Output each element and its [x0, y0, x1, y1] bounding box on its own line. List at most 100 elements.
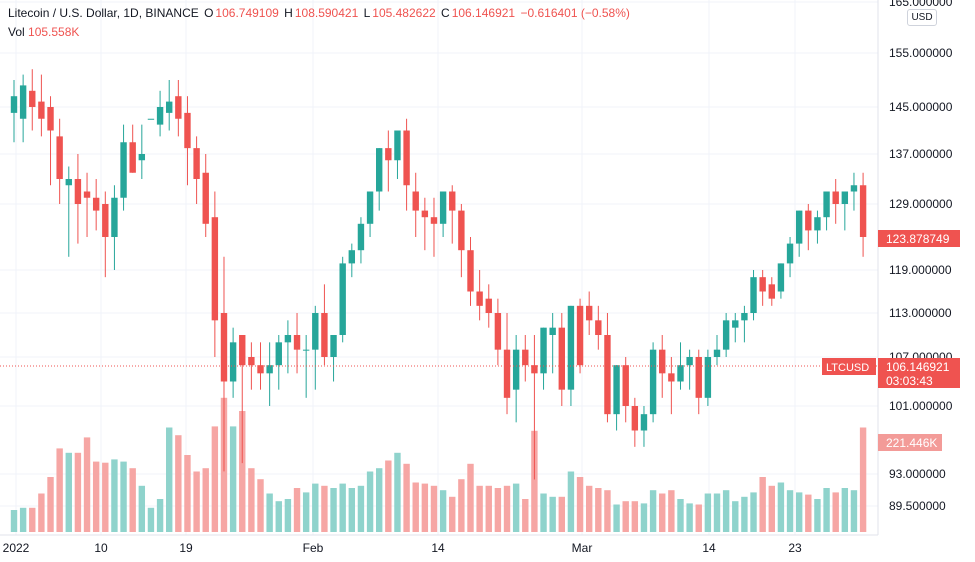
- low-label: L: [363, 6, 371, 20]
- candle-body: [339, 263, 346, 335]
- price-axis[interactable]: 165.000000 155.000000 145.000000 137.000000…: [889, 0, 953, 513]
- volume-bar: [321, 485, 328, 532]
- volume-bar: [330, 488, 337, 532]
- candle-body: [485, 298, 492, 313]
- high-label: H: [284, 6, 293, 20]
- volume-bar: [38, 493, 45, 532]
- candle-body: [850, 185, 858, 192]
- volume-bar: [10, 510, 18, 532]
- candle-body: [540, 327, 547, 374]
- candle-body: [193, 148, 200, 179]
- volume-bar: [376, 468, 383, 532]
- candle-body: [832, 191, 839, 204]
- volume-bar: [302, 492, 310, 532]
- change-value: −0.616401 (−0.58%): [520, 6, 630, 20]
- candle-body: [421, 210, 429, 218]
- volume-bar: [47, 477, 54, 532]
- volume-bar: [385, 460, 392, 532]
- volume-bar: [366, 471, 374, 532]
- candle-body: [302, 349, 310, 351]
- volume-bar: [540, 493, 547, 532]
- candle-body: [814, 217, 821, 231]
- price-tick: 155.000000: [889, 46, 953, 60]
- volume-bar: [449, 496, 456, 532]
- candle-body: [659, 349, 666, 374]
- candle-body: [220, 313, 228, 382]
- volume-bar: [430, 485, 438, 532]
- volume-bar: [786, 490, 794, 532]
- volume-bar: [759, 477, 766, 532]
- legend-header: Litecoin / U.S. Dollar, 1D, BINANCE O 106…: [8, 6, 632, 20]
- last-price-value: 123.878749: [886, 232, 950, 246]
- time-tick: 23: [788, 541, 802, 555]
- candle-body: [585, 305, 593, 321]
- volume-bar: [129, 468, 136, 532]
- candle-body: [138, 154, 146, 161]
- volume-bar: [83, 437, 91, 532]
- volume-bar: [74, 452, 82, 532]
- candle-body: [768, 284, 775, 299]
- volume-bar: [832, 492, 839, 532]
- candle-body: [184, 112, 191, 149]
- last-price-badge: 123.878749: [878, 230, 960, 247]
- volume-bar: [859, 427, 867, 532]
- candle-body: [786, 243, 794, 264]
- time-tick: Mar: [572, 541, 593, 555]
- candle-body: [795, 210, 803, 244]
- currency-button[interactable]: USD: [907, 9, 937, 26]
- candle-body: [275, 342, 282, 366]
- candle-body: [640, 414, 648, 431]
- volume-bar: [394, 452, 401, 532]
- volume-bar: [275, 501, 282, 532]
- candle-body: [741, 313, 748, 321]
- volume-bar: [631, 501, 639, 532]
- candle-body: [394, 130, 401, 161]
- candle-body: [503, 349, 511, 398]
- candle-body: [567, 305, 575, 390]
- candle-body: [357, 223, 365, 251]
- time-tick: 10: [94, 541, 108, 555]
- candle-body: [10, 96, 18, 113]
- volume-bar: [229, 426, 237, 532]
- volume-bar: [193, 471, 200, 532]
- candle-body: [120, 142, 127, 198]
- volume-bar: [668, 490, 675, 532]
- price-tick: 93.000000: [889, 467, 946, 481]
- candle-body: [695, 357, 702, 398]
- volume-legend-value: 105.558K: [28, 25, 80, 39]
- candle-body: [494, 313, 502, 350]
- volume-value: 221.446K: [886, 436, 937, 450]
- high-value: 108.590421: [294, 6, 359, 20]
- volume-bar: [823, 488, 830, 532]
- price-tick: 101.000000: [889, 399, 953, 413]
- candle-body: [549, 327, 556, 335]
- volume-bar: [777, 482, 785, 532]
- volume-bar: [494, 488, 502, 532]
- grid-lines: [0, 0, 878, 535]
- volume-bar: [795, 492, 803, 532]
- volume-bar: [29, 507, 36, 532]
- price-tick: 89.500000: [889, 499, 946, 513]
- candle-body: [293, 335, 301, 350]
- candle-body: [83, 191, 91, 198]
- candle-body: [668, 373, 675, 382]
- volume-bar: [120, 461, 127, 532]
- volume-bar: [19, 507, 27, 532]
- volume-bar: [156, 499, 164, 532]
- volume-bar: [512, 483, 520, 532]
- volume-bar: [622, 501, 629, 532]
- volume-bar: [111, 459, 118, 532]
- candle-body: [65, 179, 72, 186]
- candle-body: [531, 365, 538, 374]
- price-tick: 165.000000: [889, 0, 953, 9]
- volume-bar: [503, 485, 511, 532]
- close-value: 106.146921: [451, 6, 516, 20]
- volume-bar: [293, 488, 301, 532]
- countdown: 03:03:43: [886, 374, 933, 388]
- volume-bar: [339, 483, 346, 532]
- candle-body: [713, 349, 721, 357]
- candle-body: [649, 349, 657, 415]
- candle-body: [476, 291, 483, 306]
- time-axis[interactable]: 2022 10 19 Feb 14 Mar 14 23: [3, 541, 802, 555]
- candle-body: [156, 107, 164, 125]
